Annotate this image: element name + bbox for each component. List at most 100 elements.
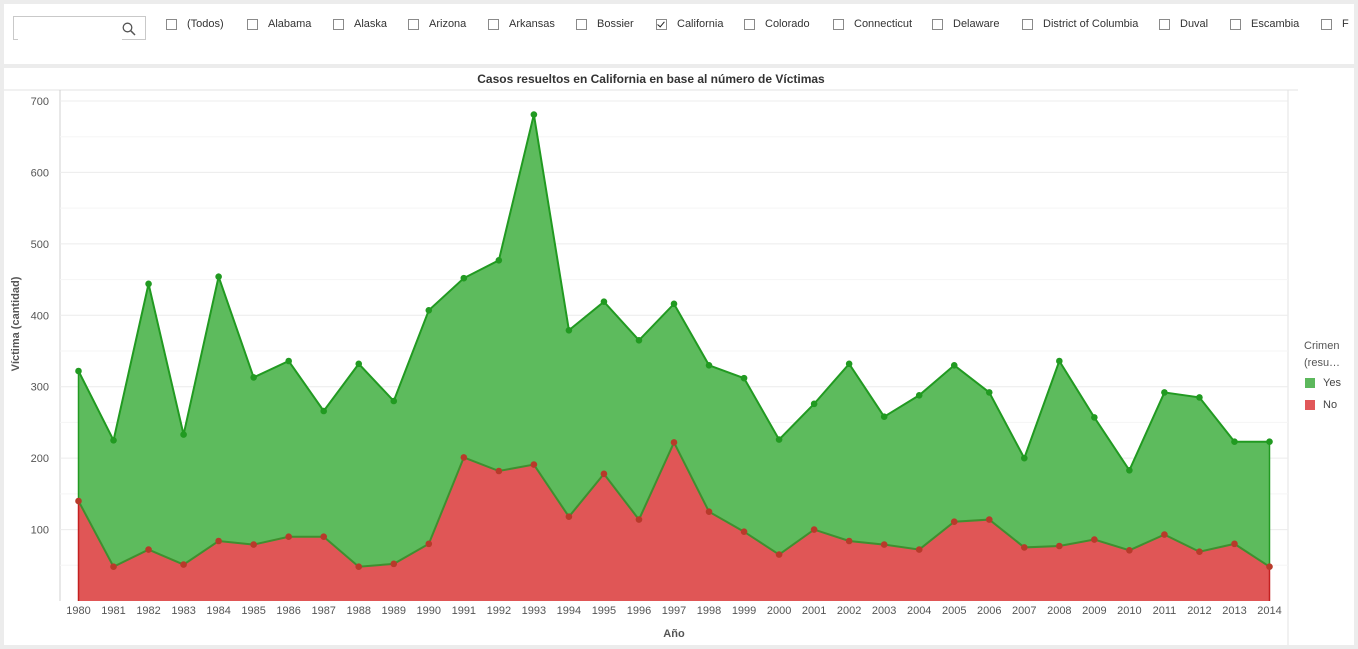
filter-checkbox-bossier[interactable] — [576, 18, 587, 30]
point-no-1996[interactable] — [635, 516, 643, 523]
point-no-1999[interactable] — [740, 528, 748, 536]
filter-option-district-of-columbia[interactable]: District of Columbia — [1022, 16, 1138, 32]
point-no-2004[interactable] — [915, 546, 923, 553]
filter-checkbox-alabama[interactable] — [247, 18, 258, 30]
search-icon[interactable] — [122, 22, 136, 36]
legend-item-no[interactable]: No — [1305, 399, 1337, 411]
point-no-2003[interactable] — [880, 541, 888, 548]
point-yes-2003[interactable] — [880, 413, 888, 421]
filter-option-escambia[interactable]: Escambia — [1230, 16, 1299, 32]
filter-option-alabama[interactable]: Alabama — [247, 16, 311, 32]
point-no-2008[interactable] — [1056, 542, 1063, 550]
point-no-1987[interactable] — [320, 533, 328, 541]
point-yes-1995[interactable] — [600, 298, 608, 306]
point-no-2011[interactable] — [1161, 531, 1168, 538]
point-yes-1996[interactable] — [635, 336, 643, 344]
point-no-1981[interactable] — [110, 563, 117, 571]
point-yes-2007[interactable] — [1020, 454, 1028, 462]
filter-option-colorado[interactable]: Colorado — [744, 16, 810, 32]
point-no-1997[interactable] — [670, 439, 678, 446]
point-yes-1993[interactable] — [530, 111, 538, 118]
point-no-1989[interactable] — [390, 560, 398, 568]
filter-option-f[interactable]: F — [1321, 16, 1349, 32]
point-yes-1994[interactable] — [565, 326, 573, 334]
point-no-2013[interactable] — [1231, 540, 1238, 548]
point-yes-2014[interactable] — [1266, 438, 1273, 446]
point-no-1995[interactable] — [600, 470, 608, 478]
filter-checkbox-arizona[interactable] — [408, 18, 419, 30]
point-yes-1990[interactable] — [425, 306, 433, 314]
filter-option-todos[interactable]: (Todos) — [166, 16, 224, 32]
point-yes-1984[interactable] — [215, 273, 222, 281]
point-no-2000[interactable] — [775, 551, 783, 558]
filter-checkbox-alaska[interactable] — [333, 18, 344, 30]
point-yes-2004[interactable] — [915, 391, 923, 399]
point-yes-2002[interactable] — [845, 360, 853, 368]
filter-checkbox-california[interactable] — [656, 18, 667, 30]
point-yes-2005[interactable] — [950, 361, 958, 369]
point-yes-1981[interactable] — [110, 436, 117, 444]
filter-option-arkansas[interactable]: Arkansas — [488, 16, 555, 32]
point-no-1998[interactable] — [705, 508, 713, 516]
filter-checkbox-todos[interactable] — [166, 18, 177, 30]
point-no-1983[interactable] — [180, 561, 187, 568]
point-yes-2011[interactable] — [1161, 389, 1168, 396]
point-no-1990[interactable] — [425, 540, 433, 548]
point-yes-2009[interactable] — [1091, 414, 1098, 421]
point-no-2012[interactable] — [1196, 548, 1203, 556]
point-yes-1989[interactable] — [390, 397, 398, 405]
filter-checkbox-duval[interactable] — [1159, 18, 1170, 30]
point-no-2009[interactable] — [1091, 536, 1098, 543]
filter-option-arizona[interactable]: Arizona — [408, 16, 466, 32]
filter-option-alaska[interactable]: Alaska — [333, 16, 387, 32]
point-yes-1991[interactable] — [460, 274, 468, 282]
point-yes-1985[interactable] — [250, 374, 257, 381]
point-no-1984[interactable] — [215, 537, 222, 545]
point-no-1982[interactable] — [145, 546, 152, 553]
point-no-1994[interactable] — [565, 513, 573, 521]
point-no-2007[interactable] — [1020, 544, 1028, 551]
legend-item-yes[interactable]: Yes — [1305, 377, 1341, 389]
search-box[interactable] — [13, 16, 146, 40]
point-no-2001[interactable] — [810, 526, 818, 533]
filter-option-california[interactable]: California — [656, 16, 723, 32]
point-no-1991[interactable] — [460, 454, 468, 461]
point-yes-2006[interactable] — [985, 389, 993, 396]
point-yes-2000[interactable] — [775, 436, 783, 443]
filter-option-delaware[interactable]: Delaware — [932, 16, 999, 32]
point-yes-1980[interactable] — [75, 367, 82, 375]
point-yes-1986[interactable] — [285, 357, 292, 365]
point-no-1986[interactable] — [285, 533, 292, 541]
point-yes-1983[interactable] — [180, 431, 187, 438]
area-yes[interactable] — [78, 114, 1270, 567]
filter-checkbox-district-of-columbia[interactable] — [1022, 18, 1033, 30]
point-no-2010[interactable] — [1126, 546, 1133, 554]
area-no[interactable] — [78, 442, 1270, 601]
point-yes-1988[interactable] — [355, 360, 363, 368]
point-no-1992[interactable] — [495, 467, 503, 475]
point-no-2002[interactable] — [845, 537, 853, 545]
point-no-1993[interactable] — [530, 461, 538, 468]
point-no-1988[interactable] — [355, 563, 363, 571]
filter-checkbox-delaware[interactable] — [932, 18, 943, 30]
point-no-1980[interactable] — [75, 497, 82, 505]
point-yes-1998[interactable] — [705, 361, 713, 369]
point-yes-1987[interactable] — [320, 407, 328, 415]
point-yes-1982[interactable] — [145, 280, 152, 288]
point-no-1985[interactable] — [250, 541, 257, 548]
point-yes-1997[interactable] — [670, 300, 678, 308]
filter-checkbox-connecticut[interactable] — [833, 18, 844, 30]
point-no-2006[interactable] — [985, 516, 993, 523]
point-yes-2001[interactable] — [810, 400, 818, 408]
point-yes-2010[interactable] — [1126, 466, 1133, 474]
filter-option-bossier[interactable]: Bossier — [576, 16, 634, 32]
point-yes-2013[interactable] — [1231, 438, 1238, 446]
point-yes-2008[interactable] — [1056, 357, 1063, 365]
filter-checkbox-escambia[interactable] — [1230, 18, 1241, 30]
filter-checkbox-colorado[interactable] — [744, 18, 755, 30]
point-yes-2012[interactable] — [1196, 394, 1203, 401]
filter-checkbox-arkansas[interactable] — [488, 18, 499, 30]
filter-option-duval[interactable]: Duval — [1159, 16, 1208, 32]
point-yes-1999[interactable] — [740, 374, 748, 382]
filter-option-connecticut[interactable]: Connecticut — [833, 16, 912, 32]
